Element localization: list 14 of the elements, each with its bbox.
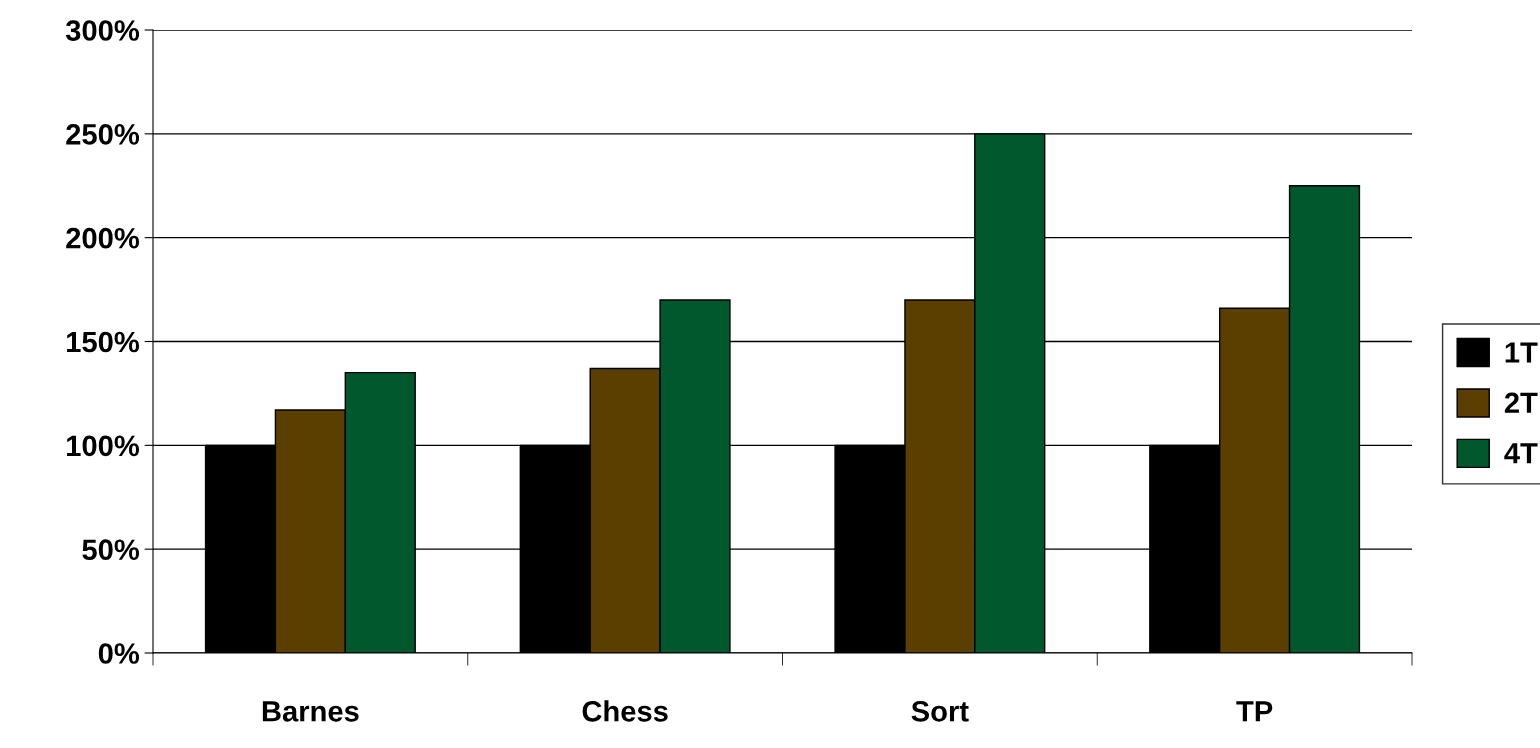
legend-label: 2T bbox=[1504, 392, 1538, 413]
y-tick-label: 200% bbox=[66, 227, 140, 249]
y-tick-label: 250% bbox=[66, 124, 140, 145]
x-tick-label: TP bbox=[1236, 701, 1273, 722]
y-tick-label: 50% bbox=[82, 539, 140, 561]
y-tick-label: 100% bbox=[67, 435, 140, 457]
x-tick-label: Barnes bbox=[262, 701, 359, 722]
y-tick-label: 150% bbox=[67, 331, 140, 353]
legend-label: 1T bbox=[1505, 342, 1538, 363]
legend-label: 4T bbox=[1504, 443, 1538, 464]
x-tick-label: Sort bbox=[911, 700, 969, 722]
y-tick-label: 300% bbox=[65, 20, 140, 41]
x-tick-label: Chess bbox=[582, 700, 668, 722]
y-tick-label: 0% bbox=[98, 643, 140, 664]
